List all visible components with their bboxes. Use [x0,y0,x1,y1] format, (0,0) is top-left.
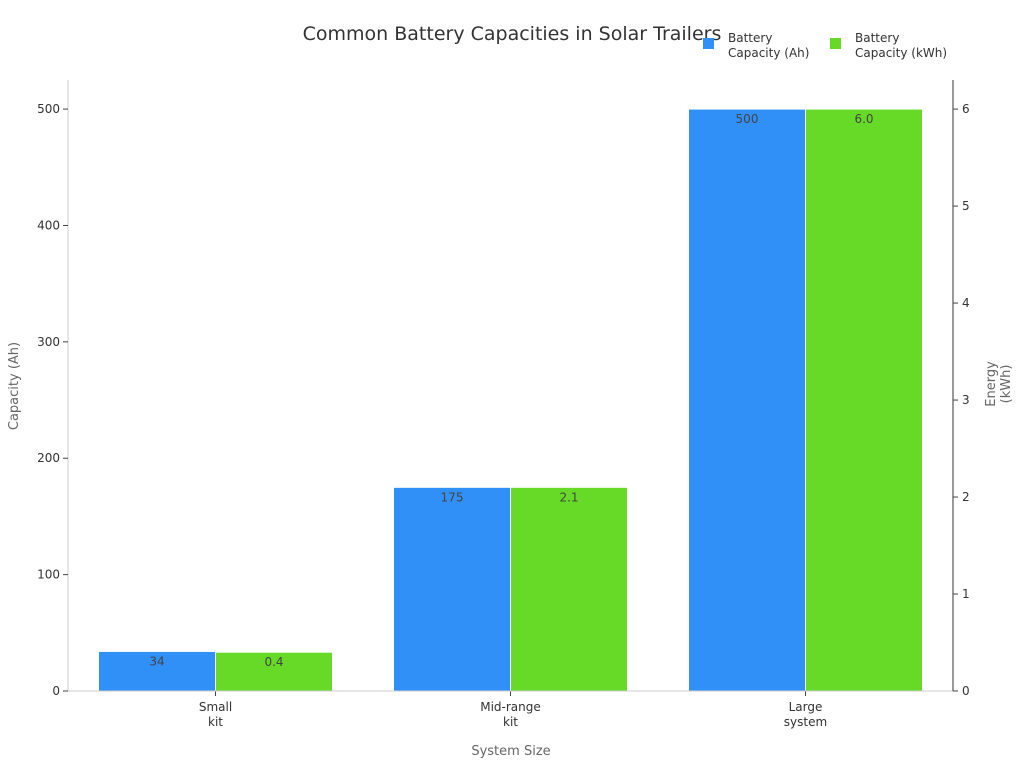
x-tick-label: Mid-range [480,700,541,714]
x-axis-label: System Size [471,744,550,759]
data-label: 500 [736,112,759,126]
data-label: 175 [441,490,464,504]
bar-kwh [510,486,628,692]
y2-tick-label: 4 [962,296,970,310]
y2-tick-label: 1 [962,587,970,601]
data-label: 2.1 [559,490,578,504]
chart-title: Common Battery Capacities in Solar Trail… [303,23,722,45]
legend-swatch [703,38,714,49]
y-tick-label: 300 [37,335,60,349]
data-label: 0.4 [264,655,283,669]
x-tick-label: kit [208,715,223,729]
bar-ah [98,650,216,692]
y-tick-label: 500 [37,102,60,116]
legend-label: Capacity (kWh) [855,46,947,60]
bar-kwh [215,651,333,692]
y-tick-label: 400 [37,218,60,232]
legend-label: Battery [855,31,899,45]
bar-ah [688,108,806,692]
y2-tick-label: 0 [962,684,970,698]
y-axis-label: Capacity (Ah) [7,342,22,430]
svg-text:Energy: Energy [984,361,999,407]
legend-label: Capacity (Ah) [728,46,809,60]
y-tick-label: 200 [37,451,60,465]
svg-text:(kWh): (kWh) [999,365,1014,404]
legend-label: Battery [728,31,772,45]
y2-tick-label: 6 [962,102,970,116]
data-label: 34 [149,654,164,668]
legend-swatch [830,38,841,49]
y2-tick-label: 5 [962,199,970,213]
bar-ah [393,486,511,692]
y2-tick-label: 3 [962,393,970,407]
y-tick-label: 100 [37,568,60,582]
y2-axis-label: Energy (kWh) [984,361,1014,407]
y-tick-label: 0 [52,684,60,698]
y2-tick-label: 2 [962,490,970,504]
x-tick-label: Large [789,700,823,714]
data-label: 6.0 [854,112,873,126]
bar-kwh [805,108,923,692]
x-tick-label: Small [199,700,232,714]
x-tick-label: system [784,715,827,729]
x-tick-label: kit [503,715,518,729]
